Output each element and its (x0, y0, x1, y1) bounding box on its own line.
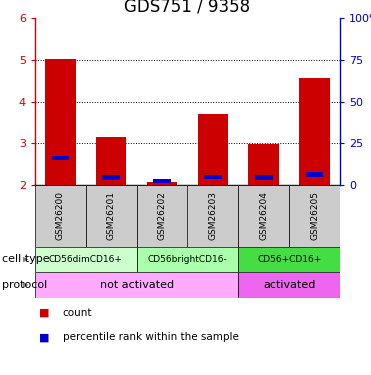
Bar (306, 172, 324, 177)
Text: GSM26204: GSM26204 (259, 192, 268, 240)
Text: percentile rank within the sample: percentile rank within the sample (63, 332, 239, 342)
Bar (137, 185, 187, 247)
Text: count: count (63, 308, 92, 318)
Text: ■: ■ (39, 332, 49, 342)
Text: GSM26200: GSM26200 (56, 192, 65, 240)
Bar (147, 182, 177, 185)
Bar (35, 185, 86, 247)
Text: activated: activated (263, 280, 315, 290)
Text: CD56+CD16+: CD56+CD16+ (257, 255, 321, 264)
Text: ■: ■ (39, 308, 49, 318)
Bar (299, 78, 330, 185)
Bar (238, 247, 340, 272)
Text: cell type: cell type (2, 255, 49, 264)
Text: CD56brightCD16-: CD56brightCD16- (148, 255, 227, 264)
Text: protocol: protocol (2, 280, 47, 290)
Bar (153, 179, 171, 183)
Bar (102, 176, 120, 180)
Bar (137, 247, 238, 272)
Bar (198, 114, 228, 185)
Bar (238, 272, 340, 298)
Bar (35, 247, 137, 272)
Text: CD56dimCD16+: CD56dimCD16+ (49, 255, 123, 264)
Bar (289, 185, 340, 247)
Bar (96, 137, 127, 185)
Bar (204, 175, 222, 179)
Bar (35, 272, 238, 298)
Bar (255, 176, 273, 180)
Bar (52, 156, 69, 160)
Bar (238, 185, 289, 247)
Text: GSM26202: GSM26202 (158, 192, 167, 240)
Bar (45, 59, 76, 185)
Text: GSM26203: GSM26203 (209, 192, 217, 240)
Text: GSM26201: GSM26201 (107, 192, 116, 240)
Bar (187, 185, 238, 247)
Bar (249, 144, 279, 185)
Title: GDS751 / 9358: GDS751 / 9358 (124, 0, 250, 15)
Bar (86, 185, 137, 247)
Text: not activated: not activated (99, 280, 174, 290)
Text: GSM26205: GSM26205 (310, 192, 319, 240)
